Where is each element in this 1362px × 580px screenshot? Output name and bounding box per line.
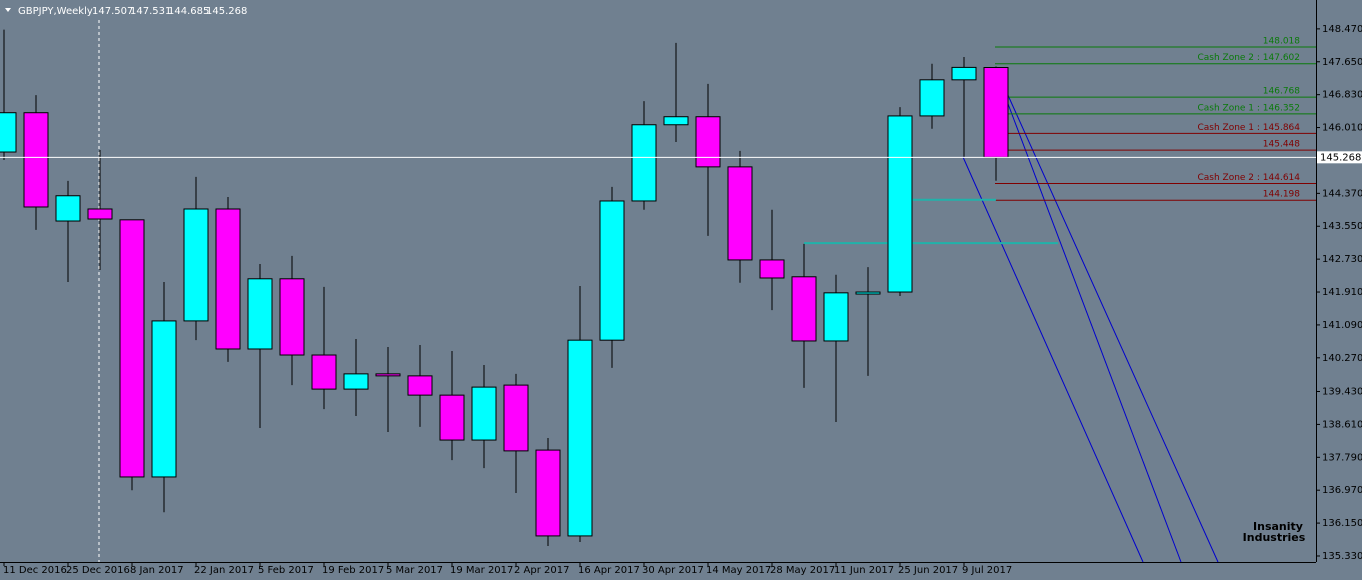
trend-line — [1006, 92, 1219, 563]
candle-body — [887, 115, 913, 293]
x-tick-label: 22 Jan 2017 — [194, 565, 254, 576]
y-tick-label: 148.470 — [1322, 24, 1362, 35]
y-tick-label: 140.270 — [1322, 353, 1362, 364]
high-label: 147.531 — [130, 6, 171, 17]
candle-body — [0, 112, 17, 153]
candle-body — [791, 276, 817, 342]
menu-arrow[interactable] — [5, 8, 11, 12]
candle-body — [23, 112, 49, 208]
candle-body — [215, 208, 241, 350]
level-label: Cash Zone 1 : 146.352 — [1197, 103, 1300, 113]
candle-body — [439, 394, 465, 441]
x-tick-label: 25 Jun 2017 — [898, 565, 958, 576]
trend-line — [995, 71, 1182, 563]
y-tick-label: 141.910 — [1322, 287, 1362, 298]
y-tick-label: 139.430 — [1322, 387, 1362, 398]
x-tick-label: 5 Mar 2017 — [386, 565, 443, 576]
current-price-box — [1317, 151, 1362, 164]
candle-body — [279, 278, 305, 356]
y-tick-label: 144.370 — [1322, 188, 1362, 199]
level-label: 148.018 — [1263, 37, 1300, 47]
x-tick-label: 11 Dec 2016 — [3, 565, 67, 576]
level-label: 146.768 — [1263, 87, 1300, 97]
candle-body — [183, 208, 209, 322]
candle-body — [599, 200, 625, 341]
candle-body — [631, 124, 657, 202]
candle-body — [471, 386, 497, 441]
x-tick-label: 9 Jul 2017 — [962, 565, 1012, 576]
y-tick-label: 136.970 — [1322, 485, 1362, 496]
y-tick-label: 143.550 — [1322, 221, 1362, 232]
x-tick-label: 19 Feb 2017 — [322, 565, 384, 576]
x-tick-label: 28 May 2017 — [770, 565, 835, 576]
candle-body — [311, 354, 337, 390]
x-tick-label: 5 Feb 2017 — [258, 565, 314, 576]
x-tick-label: 25 Dec 2016 — [66, 565, 130, 576]
x-tick-label: 14 May 2017 — [706, 565, 771, 576]
current-price-label: 145.268 — [1320, 152, 1361, 163]
candle-body — [535, 449, 561, 537]
y-tick-label: 142.730 — [1322, 254, 1362, 265]
x-tick-label: 8 Jan 2017 — [130, 565, 184, 576]
candle-body — [55, 195, 81, 222]
candle-body — [663, 116, 689, 126]
x-tick-label: 11 Jun 2017 — [834, 565, 894, 576]
level-label: 144.198 — [1263, 190, 1300, 200]
candle-body — [375, 373, 401, 377]
y-tick-label: 138.610 — [1322, 419, 1362, 430]
level-label: Cash Zone 1 : 145.864 — [1197, 123, 1300, 133]
x-tick-label: 16 Apr 2017 — [578, 565, 640, 576]
candle-body — [983, 67, 1009, 158]
y-tick-label: 146.830 — [1322, 90, 1362, 101]
y-tick-label: 147.650 — [1322, 57, 1362, 68]
candle-body — [695, 116, 721, 168]
trend-line — [962, 156, 1144, 563]
candle-body — [247, 278, 273, 350]
y-tick-label: 135.330 — [1322, 551, 1362, 562]
level-label: Cash Zone 2 : 147.602 — [1197, 53, 1300, 63]
close-label: 145.268 — [206, 6, 247, 17]
candle-body — [823, 292, 849, 342]
symbol-label: GBPJPY,Weekly — [18, 6, 93, 17]
low-label: 144.685 — [168, 6, 209, 17]
candle-body — [407, 375, 433, 396]
level-label: 145.448 — [1263, 140, 1300, 150]
watermark: Insanity — [1253, 520, 1303, 533]
candle-body — [87, 208, 113, 220]
candle-body — [119, 219, 145, 478]
y-tick-label: 136.150 — [1322, 518, 1362, 529]
y-tick-label: 137.790 — [1322, 452, 1362, 463]
x-tick-label: 19 Mar 2017 — [450, 565, 513, 576]
candle-body — [503, 384, 529, 452]
x-tick-label: 2 Apr 2017 — [514, 565, 569, 576]
candle-body — [759, 259, 785, 279]
candle-body — [151, 320, 177, 478]
candle-body — [919, 79, 945, 117]
candle-body — [855, 291, 881, 295]
open-label: 147.507 — [92, 6, 133, 17]
y-tick-label: 141.090 — [1322, 320, 1362, 331]
level-label: Cash Zone 2 : 144.614 — [1197, 173, 1300, 183]
candle-body — [567, 339, 593, 537]
candle-body — [343, 373, 369, 390]
x-tick-label: 30 Apr 2017 — [642, 565, 704, 576]
y-tick-label: 146.010 — [1322, 123, 1362, 134]
candle-body — [727, 166, 753, 261]
candle-body — [951, 66, 977, 81]
watermark: Industries — [1243, 531, 1306, 544]
